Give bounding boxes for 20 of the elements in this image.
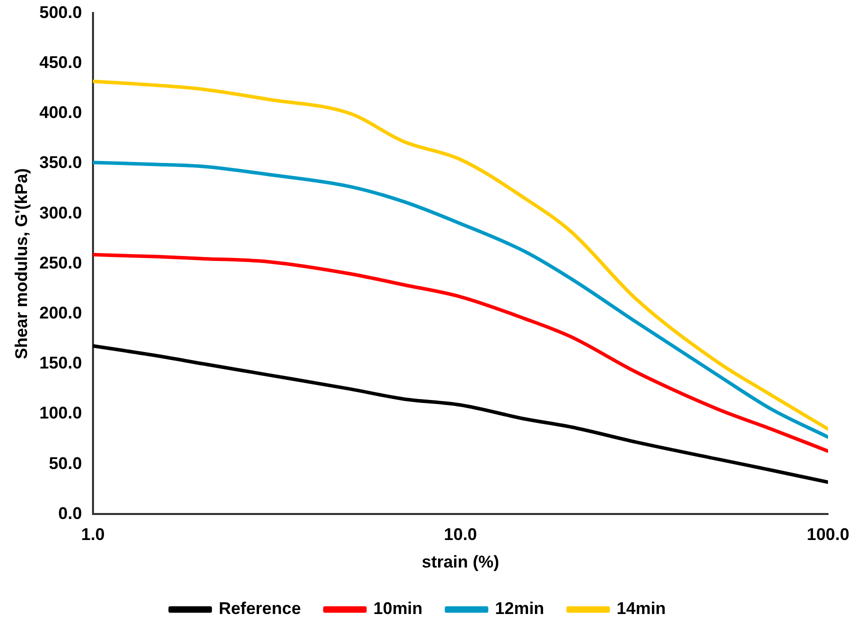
y-tick-label: 50.0 [48, 454, 82, 473]
y-tick-label: 200.0 [39, 303, 82, 322]
legend-label: Reference [218, 599, 301, 618]
y-tick-label: 350.0 [39, 153, 82, 172]
x-axis-title: strain (%) [422, 552, 500, 572]
legend-label: 12min [495, 599, 544, 618]
y-tick-label: 500.0 [39, 2, 82, 22]
y-tick-label: 0.0 [58, 504, 82, 523]
y-tick-label: 150.0 [39, 354, 82, 373]
legend-label: 10min [373, 599, 423, 618]
x-tick-label: 100.0 [806, 525, 850, 544]
x-tick-label: 1.0 [81, 525, 105, 544]
x-tick-label: 10.0 [444, 525, 478, 544]
y-tick-label: 250.0 [39, 253, 82, 272]
y-tick-label: 450.0 [39, 52, 82, 72]
y-tick-label: 400.0 [39, 103, 82, 122]
y-tick-label: 100.0 [39, 404, 82, 423]
y-tick-label: 300.0 [39, 203, 82, 222]
legend-label: 14min [616, 599, 666, 618]
y-axis-title: Shear modulus, G'(kPa) [12, 168, 31, 360]
